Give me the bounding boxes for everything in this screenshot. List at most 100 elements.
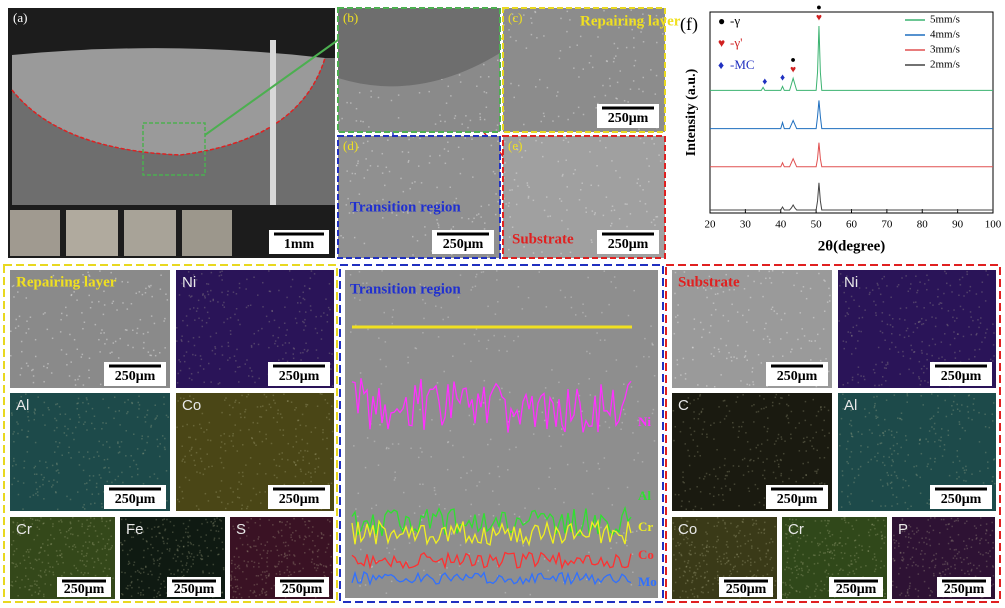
speckle: [267, 575, 270, 577]
speckle: [680, 517, 683, 519]
speckle: [817, 542, 819, 545]
speckle: [473, 217, 475, 220]
speckle: [435, 305, 437, 307]
speckle: [497, 301, 499, 303]
speckle: [966, 547, 969, 550]
speckle: [695, 572, 697, 574]
speckle: [979, 322, 982, 324]
speckle: [301, 413, 304, 416]
speckle: [264, 544, 266, 547]
speckle: [641, 27, 643, 30]
speckle: [561, 219, 563, 222]
speckle: [235, 586, 237, 588]
speckle: [450, 533, 453, 536]
speckle: [130, 454, 132, 457]
speckle: [598, 582, 601, 584]
speckle: [167, 538, 169, 540]
speckle: [133, 561, 136, 564]
speckle: [110, 547, 113, 549]
speckle: [763, 497, 766, 499]
speckle: [787, 524, 790, 527]
speckle: [927, 463, 929, 465]
legend-symbol: ♦: [718, 58, 724, 72]
speckle: [858, 534, 860, 537]
speckle: [924, 553, 926, 555]
speckle: [78, 416, 81, 419]
speckle: [726, 280, 729, 283]
speckle: [69, 527, 71, 530]
speckle: [49, 566, 51, 568]
speckle: [908, 533, 910, 535]
speckle: [591, 241, 593, 243]
speckle: [326, 447, 328, 450]
speckle: [11, 581, 13, 583]
speckle: [526, 182, 529, 184]
speckle: [33, 467, 36, 469]
speckle: [739, 529, 741, 532]
speckle: [809, 596, 811, 599]
speckle: [883, 565, 885, 567]
speckle: [53, 429, 56, 432]
speckle: [196, 307, 199, 310]
speckle: [732, 465, 735, 467]
speckle: [969, 311, 972, 313]
speckle: [290, 573, 292, 576]
speckle: [262, 549, 265, 552]
speckle: [885, 380, 887, 382]
speckle: [270, 442, 273, 445]
speckle: [245, 578, 248, 580]
speckle: [253, 590, 256, 592]
speckle: [117, 452, 120, 454]
speckle: [199, 365, 202, 367]
speckle: [908, 335, 910, 337]
speckle: [871, 523, 873, 526]
speckle: [849, 503, 852, 505]
speckle: [82, 456, 85, 458]
speckle: [679, 596, 681, 598]
speckle: [816, 333, 819, 336]
speckle: [625, 539, 628, 542]
speckle: [163, 320, 165, 322]
speckle: [746, 321, 748, 323]
speckle: [725, 344, 728, 347]
speckle: [775, 440, 777, 442]
speckle: [52, 573, 55, 576]
speckle: [310, 270, 313, 272]
speckle: [422, 514, 425, 516]
speckle: [209, 300, 212, 303]
speckle: [315, 569, 318, 572]
speckle: [860, 451, 862, 453]
speckle: [132, 346, 134, 349]
speckle: [751, 545, 753, 547]
speckle: [16, 421, 18, 423]
speckle: [125, 518, 127, 521]
speckle: [82, 401, 84, 404]
speckle: [272, 399, 275, 402]
speckle: [417, 456, 420, 459]
speckle: [632, 432, 634, 434]
speckle: [397, 117, 400, 119]
speckle: [804, 400, 807, 403]
speckle: [968, 326, 970, 328]
speckle: [219, 271, 222, 273]
speckle: [410, 447, 412, 450]
speckle: [953, 331, 955, 333]
speckle: [917, 573, 920, 575]
x-tick-label: 30: [740, 219, 752, 231]
speckle: [200, 427, 203, 430]
speckle: [739, 545, 742, 547]
speckle: [470, 503, 472, 506]
speckle: [757, 354, 760, 356]
speckle: [605, 370, 608, 372]
speckle: [433, 486, 436, 489]
speckle: [44, 583, 47, 585]
speckle: [111, 351, 113, 354]
speckle: [956, 478, 958, 480]
speckle: [675, 316, 677, 318]
speckle: [320, 537, 323, 539]
speckle: [744, 355, 747, 357]
speckle: [306, 350, 308, 353]
speckle: [677, 321, 679, 324]
speckle: [134, 531, 136, 534]
speckle: [222, 568, 225, 571]
